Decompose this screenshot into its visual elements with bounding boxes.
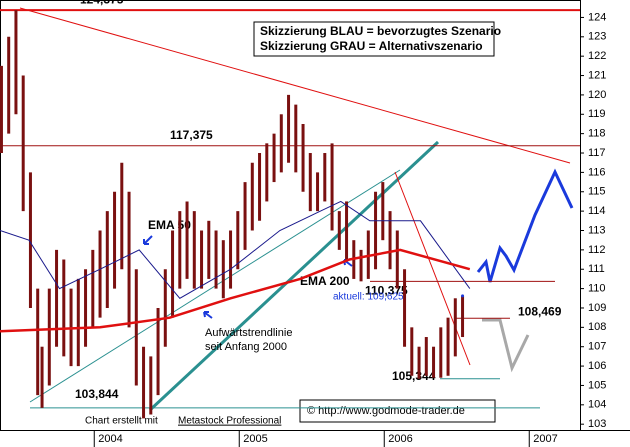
y-tick-label: 111 [588, 263, 605, 275]
legend-text: Skizzierung GRAU = Alternativszenario [260, 39, 483, 53]
legend-box [253, 21, 495, 57]
y-tick-label: 105 [588, 379, 606, 391]
y-tick-label: 110 [588, 283, 606, 295]
y-tick-label: 108 [588, 321, 606, 333]
pointer-arrow [203, 311, 213, 319]
y-tick-label: 115 [588, 186, 606, 198]
x-tick-label: 2005 [243, 433, 267, 445]
y-tick-label: 113 [588, 224, 606, 236]
level-label: 105,344 [392, 369, 436, 383]
level-label: 103,844 [75, 387, 119, 401]
grey-scenario [482, 318, 530, 373]
y-tick-label: 107 [588, 341, 606, 353]
x-tick-label: 2006 [388, 433, 412, 445]
y-tick-label: 114 [588, 205, 606, 217]
credit-link[interactable]: Metastock Professional [178, 416, 281, 427]
y-tick-label: 120 [588, 89, 606, 101]
annotation: Aufwärtstrendlinie [205, 327, 292, 339]
ema-line [0, 248, 471, 333]
credit: Chart erstellt mit [85, 416, 158, 427]
y-tick-label: 122 [588, 50, 606, 62]
y-tick-label: 104 [588, 399, 606, 411]
annotation: seit Anfang 2000 [205, 341, 287, 353]
ema-line [0, 200, 471, 299]
y-tick-label: 123 [588, 31, 606, 43]
current-price: aktuell: 109,625 [333, 292, 404, 303]
downtrend-line [394, 171, 471, 366]
level-label: 124,375 [80, 0, 124, 6]
ema-label: EMA 200 [300, 274, 350, 288]
legend-text: Skizzierung BLAU = bevorzugtes Szenario [260, 24, 501, 38]
ema-label: EMA 50 [148, 218, 191, 232]
y-tick-label: 109 [588, 302, 606, 314]
y-tick-label: 118 [588, 128, 606, 140]
y-tick-label: 106 [588, 360, 606, 372]
current-marker [461, 294, 465, 298]
uptrend-line [148, 140, 440, 412]
level-label: 108,469 [518, 304, 562, 318]
y-tick-label: 119 [588, 108, 606, 120]
blue-scenario [476, 168, 574, 283]
y-tick-label: 103 [588, 418, 606, 430]
x-tick-label: 2004 [98, 433, 122, 445]
resistance-trendline [19, 7, 571, 164]
x-tick-label: 2007 [533, 433, 557, 445]
y-tick-label: 116 [588, 166, 606, 178]
plot-frame [0, 0, 581, 431]
y-tick-label: 117 [588, 147, 606, 159]
y-tick-label: 121 [588, 69, 606, 81]
pointer-arrow [143, 235, 153, 245]
y-tick-label: 112 [588, 244, 606, 256]
source-box [299, 399, 496, 423]
source: © http://www.godmode-trader.de [307, 405, 465, 417]
y-tick-label: 124 [588, 11, 606, 23]
level-label: 117,375 [170, 128, 213, 142]
